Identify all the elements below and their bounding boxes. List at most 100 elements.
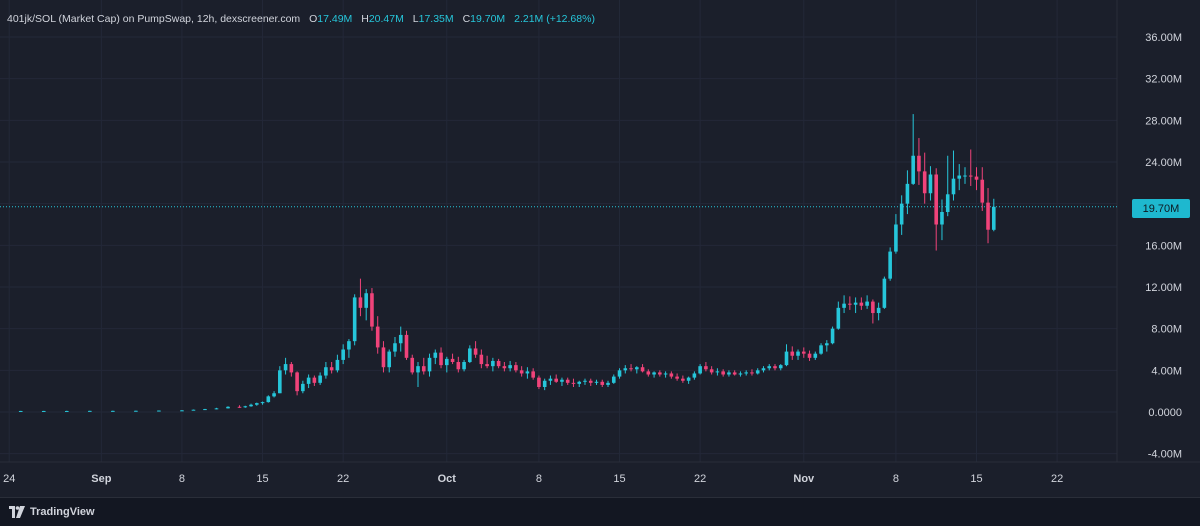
x-tick-label: Nov <box>793 473 815 485</box>
candle-body-up <box>940 212 944 225</box>
price-chart[interactable]: -4.00M0.00004.00M8.00M12.00M16.00M20.00M… <box>0 0 1200 497</box>
candle-body-up <box>249 404 253 407</box>
candle-body-down <box>790 351 795 356</box>
candle-body-down <box>439 352 443 366</box>
y-tick-label: 0.0000 <box>1148 407 1182 419</box>
close-value: 19.70M <box>470 13 506 25</box>
low-value: 17.35M <box>418 13 454 25</box>
tradingview-logo-icon[interactable] <box>9 506 25 518</box>
candle-body-up <box>911 155 915 184</box>
chart-legend: 401jk/SOL (Market Cap) on PumpSwap, 12h,… <box>7 13 595 25</box>
current-price-tag: 19.70M <box>1132 199 1190 218</box>
candle-body-up <box>226 406 230 409</box>
candle-body-up <box>214 408 219 410</box>
candle-body-down <box>485 364 489 367</box>
candle-body-down <box>986 202 990 230</box>
candle-body-up <box>606 382 610 385</box>
high-value: 20.47M <box>368 13 404 25</box>
candle-body-down <box>410 357 415 373</box>
candle-body-up <box>594 381 599 383</box>
candle-body-down <box>848 303 852 305</box>
candle-body-down <box>375 326 380 348</box>
candle-body-up <box>18 410 23 412</box>
low-label: L <box>412 13 419 25</box>
candle-body-up <box>767 366 772 369</box>
y-tick-label: -4.00M <box>1148 449 1182 461</box>
x-tick-label: 24 <box>3 473 15 485</box>
candle-body-up <box>945 194 950 212</box>
y-tick-label: 4.00M <box>1151 365 1182 377</box>
candle-body-down <box>721 371 725 375</box>
candle-body-down <box>934 174 939 225</box>
candle-body-up <box>876 307 881 314</box>
candle-body-up <box>784 351 789 366</box>
candle-body-up <box>715 371 720 373</box>
candle-body-up <box>191 409 196 411</box>
x-tick-label: 15 <box>970 473 982 485</box>
candle-body-down <box>554 378 558 382</box>
x-tick-label: 22 <box>1051 473 1063 485</box>
candle-body-down <box>329 367 334 371</box>
candle-body-up <box>888 251 892 279</box>
tradingview-brand[interactable]: TradingView <box>30 506 95 518</box>
y-tick-label: 28.00M <box>1145 115 1182 127</box>
candle-body-up <box>272 393 276 397</box>
candle-body-down <box>732 372 737 375</box>
candle-body-up <box>203 409 207 411</box>
candle-body-up <box>836 307 841 329</box>
candle-body-up <box>393 343 397 352</box>
chart-canvas[interactable]: -4.00M0.00004.00M8.00M12.00M16.00M20.00M… <box>0 0 1200 497</box>
change-value: 2.21M (+12.68%) <box>514 13 595 25</box>
y-tick-label: 12.00M <box>1145 282 1182 294</box>
candle-body-up <box>243 406 248 408</box>
candle-body-up <box>686 377 691 381</box>
candle-body-down <box>502 366 507 369</box>
x-tick-label: Oct <box>438 473 457 485</box>
candle-body-up <box>635 367 639 370</box>
candle-body-down <box>669 373 674 377</box>
x-tick-label: 22 <box>694 473 706 485</box>
candle-body-up <box>663 373 668 375</box>
candle-body-up <box>306 377 311 384</box>
candle-body-up <box>347 341 351 350</box>
candle-body-down <box>473 348 478 355</box>
candle-body-up <box>842 303 846 308</box>
candle-body-up <box>387 351 392 368</box>
x-tick-label: 8 <box>893 473 899 485</box>
open-value: 17.49M <box>317 13 353 25</box>
candle-body-down <box>289 364 294 373</box>
candle-body-up <box>508 365 512 369</box>
candle-body-up <box>577 381 582 384</box>
candle-body-up <box>324 367 328 376</box>
candle-body-up <box>796 351 800 356</box>
candle-body-down <box>450 358 455 362</box>
candle-body-up <box>905 183 910 204</box>
x-tick-label: 8 <box>536 473 542 485</box>
candle-body-down <box>968 175 973 177</box>
x-tick-label: 8 <box>179 473 185 485</box>
candle-body-up <box>180 410 184 412</box>
candle-body-up <box>761 368 766 371</box>
candle-body-up <box>335 359 340 371</box>
candle-body-up <box>963 175 967 177</box>
x-tick-label: 15 <box>256 473 268 485</box>
candle-body-up <box>278 370 282 394</box>
candle-body-up <box>778 365 783 369</box>
candle-body-up <box>41 410 46 412</box>
candle-body-up <box>260 402 265 404</box>
candle-body-up <box>318 375 322 383</box>
candle-body-up <box>819 345 823 354</box>
candle-body-down <box>404 334 409 358</box>
candle-body-down <box>600 381 605 385</box>
close-label: C <box>462 13 471 25</box>
candle-body-down <box>859 302 864 306</box>
candle-body-down <box>974 176 979 180</box>
candle-body-down <box>531 371 535 378</box>
candle-body-down <box>704 366 708 370</box>
candle-body-up <box>491 360 495 367</box>
candle-body-up <box>64 410 69 412</box>
candle-body-down <box>571 382 576 384</box>
candle-body-down <box>237 406 242 408</box>
candle-body-up <box>617 370 622 377</box>
candle-body-down <box>871 301 875 314</box>
